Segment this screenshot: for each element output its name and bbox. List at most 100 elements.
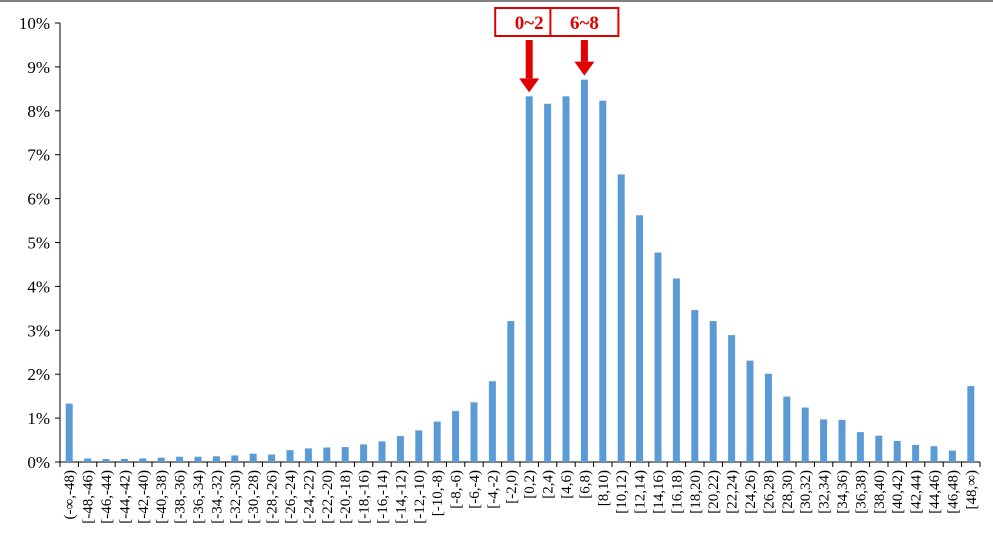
y-tick-label: 0% (27, 453, 50, 472)
x-tick-label: [34,36) (835, 470, 851, 514)
x-tick-label: [-32,-30) (228, 470, 244, 524)
bar (304, 448, 312, 462)
x-tick-label: [-24,-22) (301, 470, 317, 524)
bar (433, 421, 441, 462)
bar (875, 435, 883, 462)
x-tick-label: [-36,-34) (191, 470, 207, 524)
x-tick-label: [12,14) (633, 470, 649, 514)
x-tick-label: [32,34) (817, 470, 833, 514)
bar (599, 100, 607, 462)
x-tick-label: [-28,-26) (265, 470, 281, 524)
y-tick-label: 6% (27, 190, 50, 209)
bar (967, 386, 975, 462)
x-tick-label: [-10,-8) (430, 470, 446, 516)
bar (746, 360, 754, 462)
x-tick-label: [42,44) (909, 470, 925, 514)
x-tick-label: [0,2) (522, 470, 538, 499)
bar (691, 310, 699, 462)
bar (249, 453, 257, 462)
y-tick-label: 4% (27, 277, 50, 296)
x-tick-label: [-18,-16) (357, 470, 373, 524)
x-tick-label: [-26,-24) (283, 470, 299, 524)
bar (617, 174, 625, 462)
bar (120, 458, 128, 462)
bar (102, 458, 110, 462)
bar (783, 396, 791, 462)
x-tick-label: [-34,-32) (209, 470, 225, 524)
x-tick-label: [-8,-6) (449, 470, 465, 509)
bar (212, 456, 220, 462)
x-tick-label: (-∞,-48) (62, 470, 78, 519)
bar (470, 402, 478, 462)
bar (341, 447, 349, 462)
bar (139, 458, 147, 462)
y-tick-label: 9% (27, 58, 50, 77)
bar (65, 403, 73, 462)
bar (507, 321, 515, 462)
x-tick-label: [-12,-10) (412, 470, 428, 524)
y-tick-label: 3% (27, 321, 50, 340)
bar (84, 458, 92, 462)
y-tick-label: 10% (19, 14, 50, 33)
x-tick-label: [48,∞) (964, 470, 980, 509)
bar (176, 456, 184, 462)
x-tick-label: [-44,-42) (117, 470, 133, 524)
bar (194, 456, 202, 462)
x-tick-label: [24,26) (743, 470, 759, 514)
x-tick-label: [38,40) (872, 470, 888, 514)
bar (562, 96, 570, 463)
x-tick-label: [-2,0) (504, 470, 520, 504)
x-tick-label: [40,42) (890, 470, 906, 514)
x-tick-label: [20,22) (706, 470, 722, 514)
bar (948, 450, 956, 462)
bar (801, 407, 809, 462)
x-tick-label: [-40,-38) (154, 470, 170, 524)
x-tick-label: [16,18) (669, 470, 685, 514)
x-tick-label: [4,6) (559, 470, 575, 499)
y-tick-label: 8% (27, 102, 50, 121)
bar (378, 441, 386, 462)
bars (65, 79, 975, 463)
x-tick-label: [8,10) (596, 470, 612, 506)
x-tick-label: [36,38) (853, 470, 869, 514)
x-tick-label: [26,28) (761, 470, 777, 514)
x-tick-label: [22,24) (725, 470, 741, 514)
bar (157, 457, 165, 462)
x-tick-label: [-46,-44) (99, 470, 115, 524)
bar (525, 96, 533, 463)
annotations: 0~2 6~8 (494, 7, 620, 93)
x-tick-label: [-38,-36) (173, 470, 189, 524)
annotation-label: 6~8 (570, 13, 599, 34)
x-tick-label: [30,32) (798, 470, 814, 514)
bar (396, 436, 404, 462)
bar (930, 446, 938, 462)
y-tick-label: 1% (27, 409, 50, 428)
bar (286, 450, 294, 462)
y-axis: 0% 1% 2% 3% 4% 5% 6% 7% 8% 9% 10% (19, 14, 61, 472)
bar (838, 419, 846, 462)
x-tick-label: [44,46) (927, 470, 943, 514)
bar (654, 252, 662, 462)
x-tick-label: [14,16) (651, 470, 667, 514)
x-axis: (-∞,-48) [-48,-46) [-46,-44) [-44,-42) [-42,… (59, 461, 981, 524)
x-tick-label: [28,30) (780, 470, 796, 514)
bar (709, 321, 717, 462)
x-tick-label: [-16,-14) (375, 470, 391, 524)
x-tick-label: [2,4) (541, 470, 557, 499)
x-tick-label: [-30,-28) (246, 470, 262, 524)
x-tick-label: [46,48) (945, 470, 961, 514)
bar (268, 454, 276, 462)
y-tick-label: 7% (27, 146, 50, 165)
x-tick-label: [-4,-2) (485, 470, 501, 509)
annotation-label: 0~2 (515, 13, 544, 34)
x-tick-label: [-22,-20) (320, 470, 336, 524)
x-tick-label: [18,20) (688, 470, 704, 514)
annotation-box (549, 7, 620, 37)
bar (893, 440, 901, 462)
x-tick-label: [-20,-18) (338, 470, 354, 524)
bar (820, 419, 828, 462)
bar (912, 444, 920, 462)
x-tick-label: [-42,-40) (136, 470, 152, 524)
annotation-arrow-shaft (525, 40, 533, 79)
